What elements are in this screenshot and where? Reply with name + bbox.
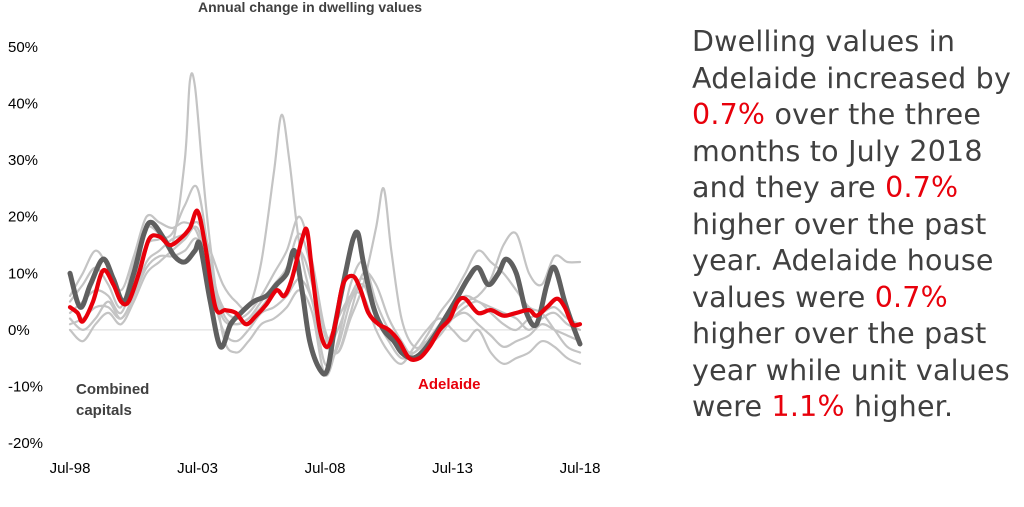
x-tick-label: Jul-98 (50, 460, 91, 477)
series-layer (67, 72, 583, 377)
annotation-combined-capitals: Combined capitals (76, 381, 154, 419)
series-line-adelaide (67, 208, 583, 362)
line-chart: Annual change in dwelling values -20% -10… (8, 0, 601, 477)
x-tick-label: Jul-13 (432, 460, 473, 477)
commentary-segment-5: higher. (844, 390, 954, 423)
annotation-combined-line-1: Combined (76, 381, 149, 398)
commentary-value-house-change: 0.7% (874, 280, 948, 314)
commentary-value-annual-change: 0.7% (885, 171, 959, 204)
commentary-value-unit-change: 1.1% (771, 390, 845, 423)
commentary-segment-4: higher over the past year while unit val… (692, 317, 1010, 423)
series-line-capital-5 (68, 187, 582, 354)
commentary-segment-3: higher over the past year. Adelaide hous… (692, 207, 994, 314)
annotation-adelaide: Adelaide (418, 376, 481, 393)
y-tick-label: 10% (8, 265, 38, 282)
y-tick-label: -20% (8, 435, 43, 452)
annotation-combined-line-2: capitals (76, 402, 132, 419)
y-tick-label: 40% (8, 96, 38, 113)
x-axis-ticks: Jul-98 Jul-03 Jul-08 Jul-13 Jul-18 (50, 460, 601, 477)
y-axis-ticks: -20% -10% 0% 10% 20% 30% 40% 50% (8, 39, 43, 452)
chart-title: Annual change in dwelling values (198, 0, 422, 15)
x-tick-label: Jul-08 (305, 460, 346, 477)
x-tick-label: Jul-18 (560, 460, 601, 477)
y-tick-label: 30% (8, 152, 38, 169)
series-line-capital-6 (68, 232, 582, 360)
commentary-value-three-month-change: 0.7% (692, 98, 766, 131)
y-tick-label: 50% (8, 39, 38, 56)
y-tick-label: 20% (8, 209, 38, 226)
x-tick-label: Jul-03 (177, 460, 218, 477)
commentary-segment-2: over the three months to July 2018 and t… (692, 98, 983, 204)
y-tick-label: 0% (8, 322, 30, 339)
commentary-text: Dwelling values in Adelaide increased by… (692, 24, 1024, 426)
y-tick-label: -10% (8, 378, 43, 395)
commentary-segment-1: Dwelling values in Adelaide increased by (692, 25, 1012, 95)
series-line-capital-1 (68, 213, 582, 367)
